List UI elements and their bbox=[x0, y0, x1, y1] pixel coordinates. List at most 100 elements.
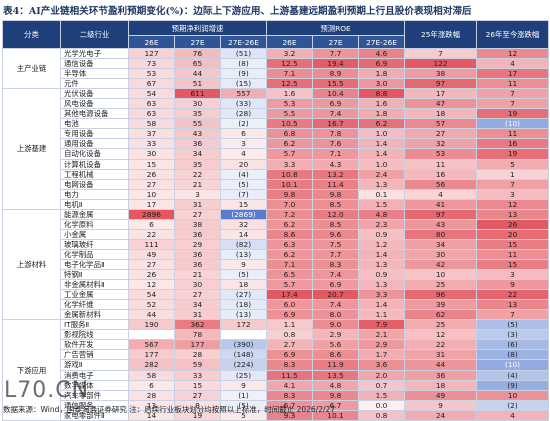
value-cell: 19.4 bbox=[312, 58, 360, 70]
value-cell: 1.4 bbox=[358, 138, 406, 150]
value-cell: 6.8 bbox=[266, 128, 314, 140]
value-cell: 1.1 bbox=[266, 319, 314, 331]
table-row: 其他电源设备 63 35 (28) 5.5 7.4 1.8 18 19 bbox=[3, 108, 550, 120]
value-cell: 1.4 bbox=[358, 299, 406, 311]
value-cell: 122 bbox=[404, 58, 478, 70]
value-cell: 30 bbox=[128, 148, 175, 160]
table-row: 电机Ⅱ 17 31 15 7.0 8.5 1.5 41 12 bbox=[3, 198, 550, 210]
value-cell: 44 bbox=[128, 309, 175, 321]
industry-cell: 玻璃玻纤 bbox=[60, 238, 129, 250]
industry-cell: 化学制品 bbox=[60, 248, 129, 260]
value-cell: 43 bbox=[404, 218, 478, 230]
value-cell: 4.6 bbox=[358, 47, 406, 60]
table-row: 非金属材料Ⅱ 12 30 18 5.7 6.9 1.3 25 9 bbox=[3, 279, 550, 291]
table-row: 特钢Ⅱ 26 21 (5) 6.5 7.4 0.9 10 3 bbox=[3, 269, 550, 281]
subheader-cell: 26E bbox=[266, 35, 314, 49]
value-cell: 5.7 bbox=[266, 279, 314, 291]
value-cell: 42 bbox=[404, 258, 478, 271]
value-cell: 2.3 bbox=[358, 218, 406, 230]
value-cell: 6.9 bbox=[266, 349, 314, 361]
value-cell: 11.4 bbox=[312, 178, 360, 190]
value-cell: 1.6 bbox=[266, 88, 314, 100]
table-row: 元件 67 51 (15) 12.5 15.5 3.0 97 11 bbox=[3, 78, 550, 90]
value-cell: 3.2 bbox=[266, 47, 314, 60]
value-cell: 25 bbox=[404, 279, 478, 291]
value-cell: 30 bbox=[404, 248, 478, 260]
value-cell: 78 bbox=[174, 329, 221, 341]
value-cell: 7.7 bbox=[312, 248, 360, 260]
value-cell: 10 bbox=[128, 188, 175, 200]
value-cell: 0.9 bbox=[358, 228, 406, 240]
value-cell: 9.8 bbox=[312, 188, 360, 200]
industry-cell: 电机Ⅱ bbox=[60, 198, 129, 210]
value-cell: 3.3 bbox=[358, 289, 406, 301]
value-cell: 18 bbox=[404, 108, 478, 120]
table-row: 游戏Ⅱ 282 59 (224) 8.3 11.9 3.6 44 (10) bbox=[3, 359, 550, 371]
subheader-cell: 27E bbox=[312, 35, 360, 49]
value-cell: 62 bbox=[404, 309, 478, 321]
value-cell: 11 bbox=[404, 158, 478, 170]
value-cell: 5.6 bbox=[312, 339, 360, 351]
value-cell: (10) bbox=[476, 118, 550, 130]
value-cell: 30 bbox=[174, 98, 221, 110]
value-cell: (33) bbox=[219, 98, 268, 110]
value-cell: 9.8 bbox=[312, 389, 360, 401]
value-cell: 34 bbox=[174, 148, 221, 160]
value-cell: (7) bbox=[219, 188, 268, 200]
value-cell: 63 bbox=[128, 98, 175, 110]
value-cell: 11 bbox=[476, 248, 550, 260]
value-cell: 80 bbox=[404, 228, 478, 240]
value-cell: 27 bbox=[174, 208, 221, 220]
table-body: 主产业链 光学光电子 127 76 (51) 3.2 7.7 4.6 7 12 通信设备 73 65 (8… bbox=[2, 47, 550, 421]
value-cell: 1.8 bbox=[358, 108, 406, 120]
value-cell: 4.8 bbox=[358, 208, 406, 220]
table-row: 计算机设备 15 35 20 3.3 4.3 1.0 11 5 bbox=[3, 158, 550, 170]
industry-cell: 风电设备 bbox=[60, 98, 129, 110]
value-cell: 14 bbox=[219, 228, 268, 240]
value-cell: 3 bbox=[476, 269, 550, 281]
industry-cell: 金属新材料 bbox=[60, 309, 129, 321]
value-cell: 1.0 bbox=[358, 158, 406, 170]
table-row: 下游应用 IT服务Ⅱ 190 362 172 1.1 9.0 7.9 25 (5) bbox=[2, 319, 550, 421]
industry-cell: 工业金属 bbox=[60, 289, 129, 301]
value-cell: 1.8 bbox=[358, 68, 406, 80]
table-row: 家电零部件Ⅱ 14 19 5 9.3 10.1 0.8 24 4 bbox=[3, 409, 550, 421]
value-cell: 19 bbox=[476, 148, 550, 160]
value-cell: 362 bbox=[174, 319, 221, 331]
value-cell: 4.1 bbox=[266, 379, 314, 391]
value-cell: 33 bbox=[128, 138, 175, 150]
value-cell: 0.0 bbox=[358, 399, 406, 411]
value-cell: 16 bbox=[476, 138, 550, 150]
value-cell: 2.9 bbox=[358, 339, 406, 351]
industry-cell: 自动化设备 bbox=[60, 148, 129, 160]
value-cell: 26 bbox=[476, 218, 550, 230]
value-cell: 7.2 bbox=[266, 208, 314, 220]
value-cell: 12.0 bbox=[312, 208, 360, 220]
value-cell: 58 bbox=[128, 118, 175, 130]
value-cell: (2) bbox=[476, 399, 550, 411]
value-cell: 8.0 bbox=[312, 309, 360, 321]
value-cell: 127 bbox=[128, 47, 175, 60]
value-cell: 8.3 bbox=[266, 359, 314, 371]
value-cell: 7.6 bbox=[312, 138, 360, 150]
value-cell: 52 bbox=[128, 299, 175, 311]
value-cell: 7.7 bbox=[312, 47, 360, 60]
value-cell: (6) bbox=[476, 339, 550, 351]
value-cell: 7.5 bbox=[312, 238, 360, 250]
value-cell: 36 bbox=[174, 138, 221, 150]
value-cell: (4) bbox=[219, 168, 268, 180]
value-cell: 10.5 bbox=[266, 118, 314, 130]
value-cell: 67 bbox=[128, 78, 175, 90]
industry-cell: 电网设备 bbox=[60, 178, 129, 190]
value-cell: 9 bbox=[476, 279, 550, 291]
value-cell: 76 bbox=[174, 47, 221, 60]
value-cell: 44 bbox=[174, 68, 221, 80]
value-cell: (3) bbox=[476, 329, 550, 341]
value-cell: 34 bbox=[174, 299, 221, 311]
value-cell: 2896 bbox=[128, 208, 175, 220]
value-cell: (10) bbox=[476, 359, 550, 371]
header-row: 分类 二级行业 预期净利润增速 预测ROE 25年涨跌幅 26年至今涨跌幅 bbox=[2, 20, 550, 49]
value-cell: 54 bbox=[128, 289, 175, 301]
value-cell: 27 bbox=[174, 289, 221, 301]
value-cell: (9) bbox=[476, 379, 550, 391]
